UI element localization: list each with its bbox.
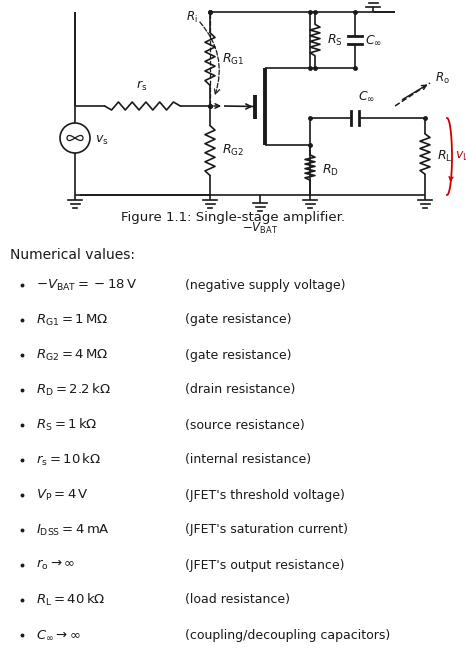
Text: (load resistance): (load resistance) bbox=[185, 593, 290, 606]
Text: (internal resistance): (internal resistance) bbox=[185, 454, 311, 467]
Text: $R_{\mathrm{G1}}$: $R_{\mathrm{G1}}$ bbox=[222, 51, 244, 66]
Text: (gate resistance): (gate resistance) bbox=[185, 348, 292, 362]
Text: $r_\mathrm{s}$: $r_\mathrm{s}$ bbox=[137, 79, 148, 93]
Text: $R_\mathrm{S}$: $R_\mathrm{S}$ bbox=[327, 33, 343, 48]
Text: $-V_{\mathrm{BAT}} = -18\,\mathrm{V}$: $-V_{\mathrm{BAT}} = -18\,\mathrm{V}$ bbox=[36, 277, 137, 293]
Text: $r_{\mathrm{o}} \to \infty$: $r_{\mathrm{o}} \to \infty$ bbox=[36, 558, 75, 572]
Text: $R_{\mathrm{G1}} = 1\,\mathrm{M}\Omega$: $R_{\mathrm{G1}} = 1\,\mathrm{M}\Omega$ bbox=[36, 313, 109, 328]
Text: $R_\mathrm{D}$: $R_\mathrm{D}$ bbox=[322, 162, 339, 178]
Text: $C_\infty$: $C_\infty$ bbox=[358, 90, 376, 103]
Text: $R_\mathrm{i}$: $R_\mathrm{i}$ bbox=[186, 10, 198, 25]
Text: $I_{\mathrm{DSS}} = 4\,\mathrm{mA}$: $I_{\mathrm{DSS}} = 4\,\mathrm{mA}$ bbox=[36, 523, 110, 537]
Text: (source resistance): (source resistance) bbox=[185, 418, 305, 432]
Text: $r_{\mathrm{s}} = 10\,\mathrm{k}\Omega$: $r_{\mathrm{s}} = 10\,\mathrm{k}\Omega$ bbox=[36, 452, 101, 468]
Text: $R_\mathrm{o}$: $R_\mathrm{o}$ bbox=[435, 70, 450, 86]
Text: (drain resistance): (drain resistance) bbox=[185, 384, 295, 396]
Text: $R_\mathrm{L}$: $R_\mathrm{L}$ bbox=[437, 148, 452, 164]
Text: $R_{\mathrm{G2}}$: $R_{\mathrm{G2}}$ bbox=[222, 142, 244, 158]
Text: $C_{\infty} \to \infty$: $C_{\infty} \to \infty$ bbox=[36, 628, 81, 642]
Text: $R_{\mathrm{G2}} = 4\,\mathrm{M}\Omega$: $R_{\mathrm{G2}} = 4\,\mathrm{M}\Omega$ bbox=[36, 347, 109, 362]
Text: $R_{\mathrm{S}} = 1\,\mathrm{k}\Omega$: $R_{\mathrm{S}} = 1\,\mathrm{k}\Omega$ bbox=[36, 417, 97, 433]
Text: $v_\mathrm{s}$: $v_\mathrm{s}$ bbox=[95, 134, 109, 146]
Text: (JFET's saturation current): (JFET's saturation current) bbox=[185, 523, 348, 537]
Text: (negative supply voltage): (negative supply voltage) bbox=[185, 279, 345, 291]
Text: $R_{\mathrm{L}} = 40\,\mathrm{k}\Omega$: $R_{\mathrm{L}} = 40\,\mathrm{k}\Omega$ bbox=[36, 592, 105, 608]
Text: $C_\infty$: $C_\infty$ bbox=[365, 33, 382, 47]
Text: (JFET's threshold voltage): (JFET's threshold voltage) bbox=[185, 489, 345, 501]
Text: $v_\mathrm{L}$: $v_\mathrm{L}$ bbox=[455, 150, 466, 163]
Text: Figure 1.1: Single-stage amplifier.: Figure 1.1: Single-stage amplifier. bbox=[121, 211, 345, 225]
Text: (coupling/decoupling capacitors): (coupling/decoupling capacitors) bbox=[185, 628, 390, 642]
Text: $V_{\mathrm{P}} = 4\,\mathrm{V}$: $V_{\mathrm{P}} = 4\,\mathrm{V}$ bbox=[36, 487, 89, 503]
Text: (JFET's output resistance): (JFET's output resistance) bbox=[185, 559, 344, 571]
Text: $-V_{\mathrm{BAT}}$: $-V_{\mathrm{BAT}}$ bbox=[242, 221, 278, 236]
Text: Numerical values:: Numerical values: bbox=[10, 248, 135, 262]
Text: $R_{\mathrm{D}} = 2.2\,\mathrm{k}\Omega$: $R_{\mathrm{D}} = 2.2\,\mathrm{k}\Omega$ bbox=[36, 382, 111, 398]
Text: (gate resistance): (gate resistance) bbox=[185, 313, 292, 327]
